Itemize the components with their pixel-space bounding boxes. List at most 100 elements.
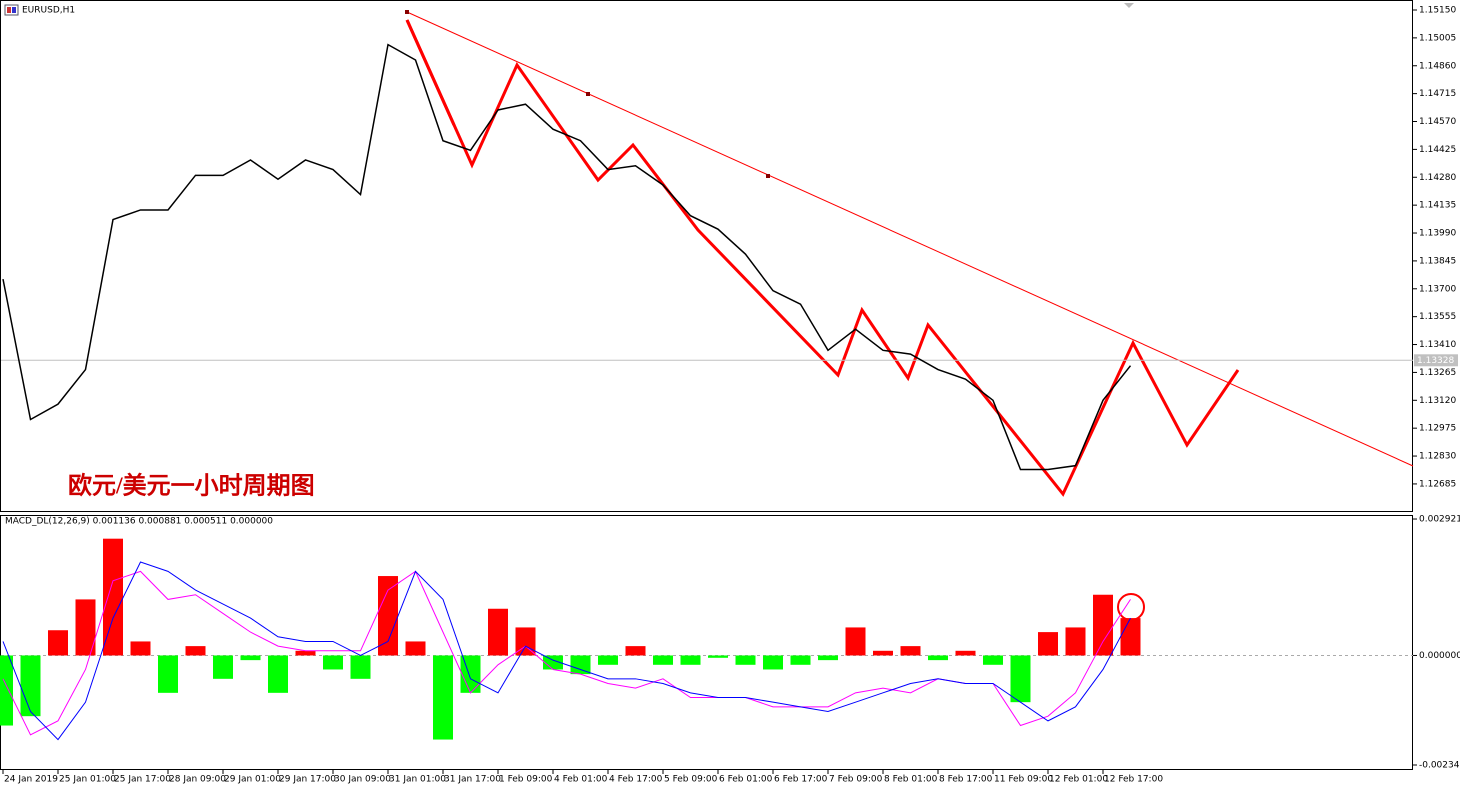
y-tick-label: 1.13845 xyxy=(1419,256,1456,266)
y-tick-label: 0.002921 xyxy=(1419,515,1460,525)
y-tick-label: 0.000000 xyxy=(1419,651,1460,661)
histogram-bar xyxy=(488,608,508,656)
histogram-bar xyxy=(185,646,206,656)
histogram-bar xyxy=(48,630,68,656)
price-frame xyxy=(0,0,1413,512)
histogram-bar xyxy=(268,655,288,693)
histogram-bar xyxy=(405,641,426,656)
y-tick-label: 1.14135 xyxy=(1419,201,1456,211)
histogram-bar xyxy=(158,655,178,693)
x-tick-label: 24 Jan 2019 xyxy=(4,775,58,785)
x-tick-label: 29 Jan 17:00 xyxy=(279,775,336,785)
histogram-bar xyxy=(763,655,783,670)
histogram-bar xyxy=(1120,618,1141,656)
x-tick-label: 4 Feb 17:00 xyxy=(609,775,663,785)
histogram-bar xyxy=(295,650,316,656)
y-tick-label: 1.13990 xyxy=(1419,229,1456,239)
y-tick-label: 1.13555 xyxy=(1419,312,1456,322)
x-tick-label: 5 Feb 09:00 xyxy=(664,775,718,785)
x-tick-label: 25 Jan 17:00 xyxy=(114,775,171,785)
histogram-bar xyxy=(240,655,261,661)
y-tick-label: 1.14425 xyxy=(1419,145,1456,155)
histogram-bar xyxy=(350,655,371,679)
chart-title: EURUSD,H1 xyxy=(22,6,75,16)
histogram-bar xyxy=(845,627,866,656)
y-tick-label: 1.14280 xyxy=(1419,173,1456,183)
drawings xyxy=(405,10,1414,621)
chart-icon-part xyxy=(7,7,11,13)
chart-icon-part xyxy=(12,7,16,13)
y-tick-label: -0.002345 xyxy=(1419,761,1460,771)
histogram-bar xyxy=(1010,655,1031,703)
histogram-bar xyxy=(928,655,948,661)
x-tick-label: 7 Feb 09:00 xyxy=(829,775,883,785)
macd-frame xyxy=(0,515,1413,770)
histogram-bar xyxy=(708,655,728,658)
zigzag-drawing xyxy=(405,19,456,126)
chart-icon xyxy=(4,4,19,16)
x-tick-label: 12 Feb 17:00 xyxy=(1104,775,1163,785)
histogram-bar xyxy=(378,576,398,656)
histogram-bar xyxy=(873,650,893,656)
histogram-bar xyxy=(570,655,591,675)
histogram-bar xyxy=(983,655,1003,665)
x-tick-label: 28 Jan 09:00 xyxy=(169,775,226,785)
histogram-bar xyxy=(680,655,701,665)
trend-handle xyxy=(766,174,770,178)
x-tick-label: 25 Jan 01:00 xyxy=(59,775,116,785)
histogram-bar xyxy=(1038,632,1058,656)
histogram-bar xyxy=(1093,594,1113,656)
x-tick-label: 12 Feb 01:00 xyxy=(1049,775,1108,785)
x-tick-label: 11 Feb 09:00 xyxy=(994,775,1053,785)
y-tick-label: 1.14570 xyxy=(1419,117,1456,127)
y-tick-label: 1.15005 xyxy=(1419,33,1456,43)
histogram-bar xyxy=(790,655,811,665)
histogram-bar xyxy=(0,655,13,726)
zigzag-drawing xyxy=(405,19,1240,497)
histogram-bar xyxy=(103,538,123,656)
y-tick-label: 1.12685 xyxy=(1419,479,1456,489)
histogram-bar xyxy=(653,655,673,665)
histogram-bar xyxy=(433,655,453,740)
last-price-label: 1.13328 xyxy=(1417,356,1454,366)
x-tick-label: 29 Jan 01:00 xyxy=(224,775,281,785)
y-tick-label: 1.13700 xyxy=(1419,284,1456,294)
x-tick-label: 4 Feb 01:00 xyxy=(554,775,608,785)
trend-line xyxy=(406,11,1414,467)
macd-line xyxy=(2,561,1131,741)
y-tick-label: 1.12975 xyxy=(1419,424,1456,434)
histogram-bar xyxy=(75,599,96,656)
histogram-bar xyxy=(323,655,343,670)
x-tick-label: 8 Feb 17:00 xyxy=(939,775,993,785)
x-tick-label: 6 Feb 01:00 xyxy=(719,775,773,785)
histogram-bar xyxy=(955,650,976,656)
y-tick-label: 1.15150 xyxy=(1419,5,1456,15)
annotation: 欧元/美元一小时周期图 xyxy=(68,472,315,500)
macd-title: MACD_DL(12,26,9) 0.001136 0.000881 0.000… xyxy=(5,517,273,527)
scroll-marker xyxy=(1124,3,1134,8)
x-tick-label: 31 Jan 01:00 xyxy=(389,775,446,785)
x-tick-label: 31 Jan 17:00 xyxy=(444,775,501,785)
y-tick-label: 1.14715 xyxy=(1419,89,1456,99)
y-tick-label: 1.13265 xyxy=(1419,368,1456,378)
histogram-bar xyxy=(625,646,646,656)
histogram-bar xyxy=(213,655,233,679)
histogram-bar xyxy=(1065,627,1086,656)
histogram-bar xyxy=(543,655,563,670)
price-line xyxy=(2,43,1132,471)
x-tick-label: 8 Feb 01:00 xyxy=(884,775,938,785)
x-tick-label: 1 Feb 09:00 xyxy=(499,775,553,785)
histogram-bar xyxy=(598,655,618,665)
y-tick-label: 1.14860 xyxy=(1419,61,1456,71)
histogram-bar xyxy=(130,641,151,656)
histogram-bar xyxy=(20,655,41,717)
y-tick-label: 1.13120 xyxy=(1419,396,1456,406)
x-tick-label: 6 Feb 17:00 xyxy=(774,775,828,785)
x-tick-label: 30 Jan 09:00 xyxy=(334,775,391,785)
histogram-bar xyxy=(818,655,838,661)
histogram-bar xyxy=(735,655,756,665)
last-price-tag xyxy=(1414,354,1458,367)
histogram-bar xyxy=(460,655,481,693)
